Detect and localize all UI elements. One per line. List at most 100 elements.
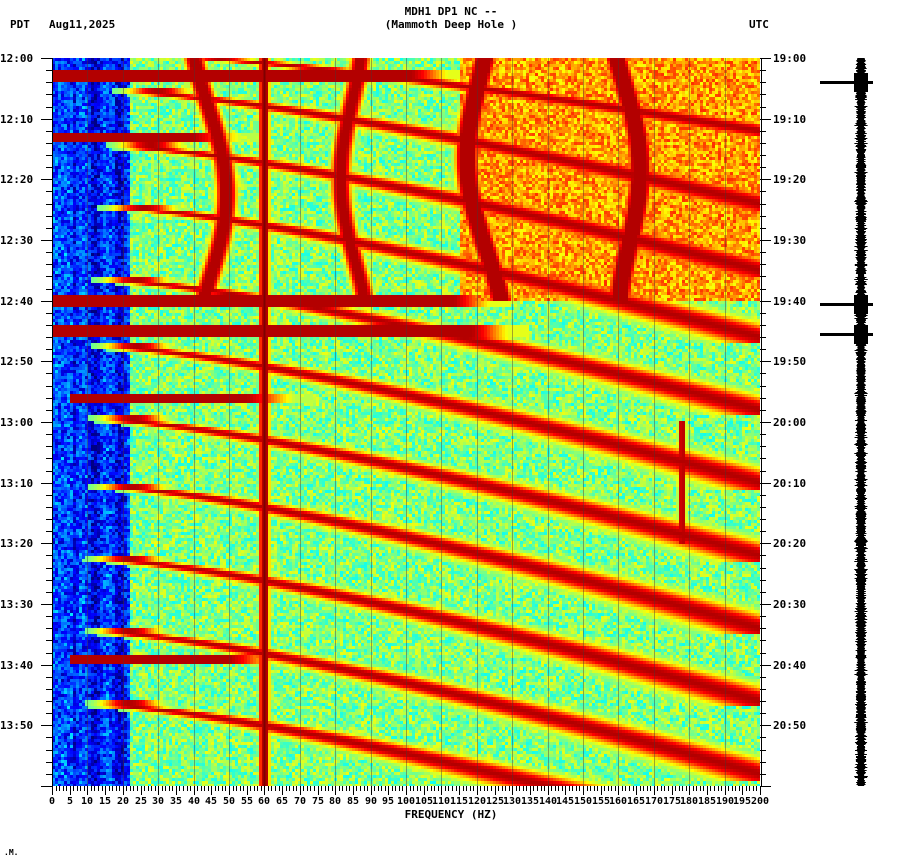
frequency-tick-minor	[130, 786, 131, 791]
frequency-tick-minor	[537, 786, 538, 791]
time-tick-minor	[760, 677, 766, 678]
frequency-tick-minor	[73, 786, 74, 791]
spectrogram-plot[interactable]	[52, 58, 760, 786]
time-tick-minor	[760, 774, 766, 775]
frequency-label: 60	[258, 796, 271, 807]
time-tick-minor	[760, 252, 766, 253]
time-tick-minor	[760, 228, 766, 229]
frequency-tick-minor	[558, 786, 559, 791]
frequency-tick-minor	[445, 786, 446, 791]
time-tick-minor	[46, 616, 52, 617]
frequency-tick-minor	[144, 786, 145, 791]
time-tick-minor	[760, 737, 766, 738]
time-tick-minor	[760, 82, 766, 83]
frequency-tick-minor	[169, 786, 170, 791]
frequency-tick-minor	[576, 786, 577, 791]
frequency-tick-minor	[448, 786, 449, 791]
time-tick-major	[41, 665, 52, 666]
frequency-label: 175	[663, 796, 682, 807]
frequency-tick-minor	[225, 786, 226, 791]
time-tick-major	[760, 483, 771, 484]
time-tick-minor	[46, 264, 52, 265]
time-tick-minor	[760, 653, 766, 654]
frequency-tick-major	[105, 786, 106, 795]
station-code-title: MDH1 DP1 NC --	[404, 5, 498, 18]
frequency-tick-minor	[629, 786, 630, 791]
frequency-tick-minor	[254, 786, 255, 791]
time-label-utc: 20:20	[773, 537, 807, 550]
frequency-tick-minor	[732, 786, 733, 791]
frequency-tick-minor	[151, 786, 152, 791]
time-label-utc: 19:40	[773, 295, 807, 308]
time-tick-minor	[760, 434, 766, 435]
time-label-pdt: 13:00	[0, 416, 34, 429]
frequency-tick-major	[618, 786, 619, 795]
time-tick-major	[760, 301, 771, 302]
time-label-pdt: 12:20	[0, 173, 34, 186]
time-tick-minor	[46, 507, 52, 508]
frequency-tick-minor	[466, 786, 467, 791]
frequency-label: 125	[486, 796, 505, 807]
frequency-label: 80	[329, 796, 342, 807]
time-tick-minor	[46, 495, 52, 496]
frequency-tick-minor	[417, 786, 418, 791]
frequency-tick-major	[123, 786, 124, 795]
time-tick-minor	[46, 713, 52, 714]
frequency-tick-minor	[756, 786, 757, 791]
frequency-tick-minor	[541, 786, 542, 791]
frequency-tick-minor	[257, 786, 258, 791]
frequency-tick-minor	[179, 786, 180, 791]
frequency-tick-minor	[243, 786, 244, 791]
time-tick-major	[41, 604, 52, 605]
frequency-tick-major	[300, 786, 301, 795]
time-tick-minor	[46, 519, 52, 520]
frequency-tick-minor	[523, 786, 524, 791]
time-tick-major	[41, 786, 52, 787]
time-tick-minor	[46, 471, 52, 472]
frequency-tick-minor	[187, 786, 188, 791]
frequency-tick-minor	[463, 786, 464, 791]
time-axis-utc: 19:00 19:10 19:20 19:30 19:40 19:50 20:00 20:10…	[760, 52, 820, 787]
frequency-tick-minor	[597, 786, 598, 791]
frequency-label: 10	[81, 796, 94, 807]
frequency-tick-minor	[590, 786, 591, 791]
frequency-axis-title: FREQUENCY (HZ)	[404, 808, 498, 821]
frequency-tick-minor	[615, 786, 616, 791]
frequency-tick-minor	[307, 786, 308, 791]
time-tick-major	[760, 786, 771, 787]
time-tick-minor	[46, 568, 52, 569]
frequency-label: 135	[521, 796, 540, 807]
time-tick-minor	[46, 143, 52, 144]
frequency-label: 200	[751, 796, 770, 807]
frequency-tick-minor	[165, 786, 166, 791]
frequency-tick-minor	[271, 786, 272, 791]
frequency-tick-minor	[668, 786, 669, 791]
frequency-label: 190	[716, 796, 735, 807]
time-tick-minor	[46, 204, 52, 205]
frequency-tick-major	[459, 786, 460, 795]
frequency-label: 185	[698, 796, 717, 807]
time-tick-minor	[46, 434, 52, 435]
frequency-tick-minor	[420, 786, 421, 791]
time-tick-minor	[760, 373, 766, 374]
frequency-tick-minor	[594, 786, 595, 791]
time-tick-minor	[46, 94, 52, 95]
frequency-tick-major	[441, 786, 442, 795]
frequency-label: 170	[645, 796, 664, 807]
frequency-tick-major	[565, 786, 566, 795]
frequency-tick-minor	[342, 786, 343, 791]
frequency-tick-minor	[452, 786, 453, 791]
frequency-tick-minor	[456, 786, 457, 791]
frequency-tick-minor	[261, 786, 262, 791]
frequency-tick-minor	[360, 786, 361, 791]
time-tick-minor	[760, 555, 766, 556]
frequency-tick-minor	[328, 786, 329, 791]
time-tick-minor	[46, 689, 52, 690]
time-tick-major	[760, 604, 771, 605]
frequency-tick-major	[672, 786, 673, 795]
time-label-utc: 19:20	[773, 173, 807, 186]
frequency-tick-minor	[349, 786, 350, 791]
time-label-utc: 20:50	[773, 719, 807, 732]
time-tick-minor	[760, 155, 766, 156]
time-tick-major	[41, 240, 52, 241]
